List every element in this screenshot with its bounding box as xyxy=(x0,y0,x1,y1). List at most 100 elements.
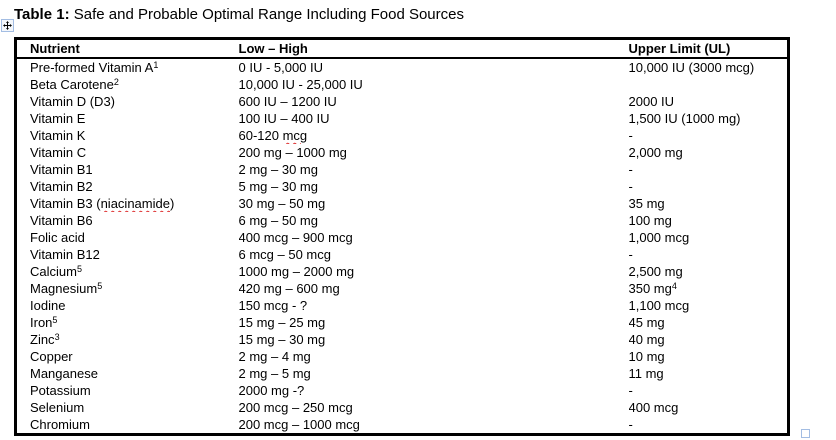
cell-text: 15 mg – 30 mg xyxy=(238,332,326,347)
cell-upper-limit: 350 mg4 xyxy=(629,280,789,297)
cell-low-high: 60-120 mcg xyxy=(239,127,629,144)
table-row: Pre-formed Vitamin A1 0 IU - 5,000 IU 10,0… xyxy=(16,58,789,76)
cell-text: Vitamin B6 xyxy=(30,213,93,228)
cell-upper-limit: 10 mg xyxy=(629,348,789,365)
cell-text: 30 mg – 50 mg xyxy=(238,196,326,211)
cell-upper-limit: 100 mg xyxy=(629,212,789,229)
cell-upper-limit: 2,500 mg xyxy=(629,263,789,280)
cell-text: Vitamin B2 xyxy=(30,179,93,194)
cell-nutrient: Vitamin B2 xyxy=(16,178,239,195)
cell-text: Vitamin C xyxy=(30,145,87,160)
cell-nutrient: Selenium xyxy=(16,399,239,416)
cell-low-high: 10,000 IU - 25,000 IU xyxy=(239,76,629,93)
cell-text: Copper xyxy=(30,349,73,364)
cell-text: - xyxy=(628,128,633,143)
table-row: Calcium5 1000 mg – 2000 mg 2,500 mg xyxy=(16,263,789,280)
cell-low-high: 6 mg – 50 mg xyxy=(239,212,629,229)
cell-text: Selenium xyxy=(30,400,85,415)
cell-text: 200 mcg – 1000 mcg xyxy=(238,417,360,432)
cell-text: - xyxy=(628,417,633,432)
table-row: Iodine 150 mcg - ? 1,100 mcg xyxy=(16,297,789,314)
table-row: Potassium 2000 mg -? - xyxy=(16,382,789,399)
cell-text: 10,000 IU - 25,000 IU xyxy=(238,77,363,92)
column-header-upper-limit: Upper Limit (UL) xyxy=(628,38,789,59)
table-row: Copper 2 mg – 4 mg 10 mg xyxy=(16,348,789,365)
footnote-superscript: 5 xyxy=(52,315,58,325)
cell-text: 2000 mg -? xyxy=(238,383,305,398)
cell-low-high: 15 mg – 30 mg xyxy=(239,331,629,348)
cell-text: 400 mcg xyxy=(628,400,679,415)
cell-text: Calcium xyxy=(30,264,77,279)
cell-low-high: 200 mg – 1000 mg xyxy=(239,144,629,161)
table-caption: Table 1: Safe and Probable Optimal Range… xyxy=(14,5,464,25)
cell-upper-limit: - xyxy=(629,161,789,178)
cell-text: - xyxy=(628,247,633,262)
cell-nutrient: Vitamin D (D3) xyxy=(16,93,239,110)
cell-upper-limit: 35 mg xyxy=(629,195,789,212)
cell-upper-limit: 2,000 mg xyxy=(629,144,789,161)
cell-nutrient: Vitamin B3 (niacinamide) xyxy=(16,195,239,212)
cell-nutrient: Vitamin B12 xyxy=(16,246,239,263)
footnote-superscript: 5 xyxy=(97,281,103,291)
cell-text: 2 mg – 5 mg xyxy=(238,366,311,381)
cell-text: 2 mg – 30 mg xyxy=(238,162,319,177)
move-cross-icon xyxy=(3,21,12,30)
table-row: Selenium 200 mcg – 250 mcg 400 mcg xyxy=(16,399,789,416)
cell-text: Iron xyxy=(30,315,53,330)
cell-nutrient: Beta Carotene2 xyxy=(16,76,239,93)
footnote-superscript: 4 xyxy=(671,281,677,291)
table-row: Vitamin K 60-120 mcg - xyxy=(16,127,789,144)
spellcheck-word: mcg xyxy=(282,128,308,143)
cell-text: 10,000 IU (3000 mcg) xyxy=(628,60,755,75)
cell-nutrient: Calcium5 xyxy=(16,263,239,280)
spellcheck-word: niacinamide xyxy=(100,196,170,211)
cell-text: 1000 mg – 2000 mg xyxy=(238,264,355,279)
cell-upper-limit: 11 mg xyxy=(629,365,789,382)
cell-low-high: 6 mcg – 50 mcg xyxy=(239,246,629,263)
cell-upper-limit: 10,000 IU (3000 mcg) xyxy=(629,58,789,76)
cell-text: 35 mg xyxy=(628,196,665,211)
table-row: Vitamin B3 (niacinamide) 30 mg – 50 mg 35 … xyxy=(16,195,789,212)
cell-text: 400 mcg – 900 mcg xyxy=(238,230,353,245)
cell-text: Beta Carotene xyxy=(30,77,114,92)
cell-text: 45 mg xyxy=(628,315,665,330)
footnote-superscript: 3 xyxy=(54,332,60,342)
cell-text: Zinc xyxy=(30,332,55,347)
cell-nutrient: Vitamin C xyxy=(16,144,239,161)
cell-nutrient: Magnesium5 xyxy=(16,280,239,297)
cell-text: 10 mg xyxy=(628,349,665,364)
cell-nutrient: Zinc3 xyxy=(16,331,239,348)
cell-upper-limit xyxy=(629,76,789,93)
cell-text: Vitamin K xyxy=(30,128,86,143)
cell-text: - xyxy=(628,179,633,194)
cell-nutrient: Chromium xyxy=(16,416,239,435)
cell-text: 1,000 mcg xyxy=(628,230,690,245)
cell-text: Vitamin B3 ( xyxy=(30,196,101,211)
table-move-handle[interactable] xyxy=(1,19,14,32)
cell-low-high: 100 IU – 400 IU xyxy=(239,110,629,127)
cell-text: 100 IU – 400 IU xyxy=(238,111,330,126)
table-row: Manganese 2 mg – 5 mg 11 mg xyxy=(16,365,789,382)
table-row: Vitamin D (D3) 600 IU – 1200 IU 2000 IU xyxy=(16,93,789,110)
cell-text: Vitamin E xyxy=(30,111,86,126)
cell-text: ) xyxy=(169,196,175,211)
table-resize-handle[interactable] xyxy=(801,429,810,438)
cell-text: 600 IU – 1200 IU xyxy=(238,94,337,109)
cell-text: 200 mg – 1000 mg xyxy=(238,145,347,160)
cell-text: Magnesium xyxy=(30,281,98,296)
table-caption-label: Table 1: xyxy=(14,6,70,23)
cell-low-high: 420 mg – 600 mg xyxy=(239,280,629,297)
table-body: Pre-formed Vitamin A1 0 IU - 5,000 IU 10,0… xyxy=(16,58,789,435)
cell-nutrient: Vitamin B6 xyxy=(16,212,239,229)
cell-upper-limit: 1,000 mcg xyxy=(629,229,789,246)
cell-low-high: 15 mg – 25 mg xyxy=(239,314,629,331)
cell-nutrient: Pre-formed Vitamin A1 xyxy=(16,58,239,76)
cell-text: 15 mg – 25 mg xyxy=(238,315,326,330)
table-row: Beta Carotene2 10,000 IU - 25,000 IU xyxy=(16,76,789,93)
table-header: Nutrient Low – High Upper Limit (UL) xyxy=(15,38,789,59)
column-header-low-high: Low – High xyxy=(238,38,629,59)
cell-text: 200 mcg – 250 mcg xyxy=(238,400,353,415)
cell-text: Iodine xyxy=(30,298,66,313)
cell-low-high: 30 mg – 50 mg xyxy=(239,195,629,212)
column-header-nutrient: Nutrient xyxy=(15,38,239,59)
